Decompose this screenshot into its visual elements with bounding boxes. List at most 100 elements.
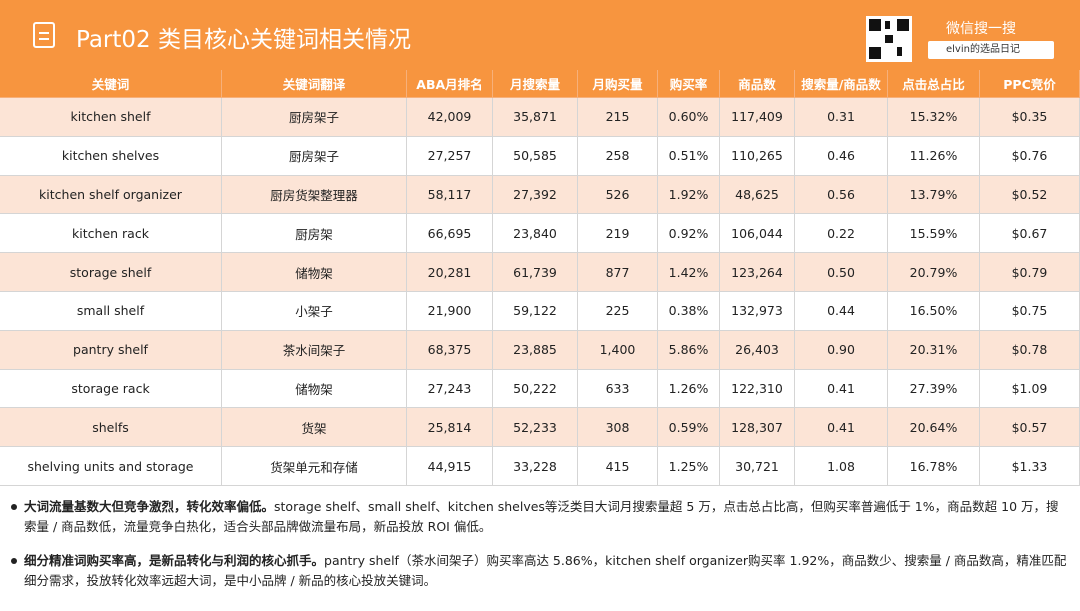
table-cell: $1.33 <box>980 447 1080 486</box>
table-cell: kitchen rack <box>0 214 222 254</box>
table-cell: 27,257 <box>407 136 493 176</box>
table-cell: 0.60% <box>658 98 720 137</box>
table-cell: $0.57 <box>980 408 1080 448</box>
table-row: storage rack 储物架 27,243 50,222 633 1.26% 122,3… <box>0 369 1080 409</box>
table-cell: 5.86% <box>658 330 720 370</box>
table-cell: 44,915 <box>407 447 493 486</box>
table-cell: 15.59% <box>888 214 980 254</box>
table-cell: 货架单元和存储 <box>222 447 407 486</box>
table-cell: 26,403 <box>720 330 795 370</box>
table-cell: kitchen shelves <box>0 136 222 176</box>
column-header: PPC竞价 <box>980 70 1080 98</box>
table-cell: 132,973 <box>720 291 795 331</box>
column-header: 关键词翻译 <box>222 70 407 98</box>
table-cell: 0.31 <box>795 98 888 137</box>
table-cell: $0.52 <box>980 175 1080 215</box>
table-cell: 0.51% <box>658 136 720 176</box>
table-cell: storage rack <box>0 369 222 409</box>
note: 大词流量基数大但竞争激烈，转化效率偏低。storage shelf、small … <box>8 497 1068 537</box>
table-cell: 小架子 <box>222 291 407 331</box>
table-cell: 厨房架子 <box>222 98 407 137</box>
table-cell: 16.50% <box>888 291 980 331</box>
table-cell: 储物架 <box>222 253 407 292</box>
note-bold: 大词流量基数大但竞争激烈，转化效率偏低。 <box>24 499 275 514</box>
table-cell: 厨房架 <box>222 214 407 254</box>
table-cell: 茶水间架子 <box>222 330 407 370</box>
table-cell: 877 <box>578 253 658 292</box>
table-cell: 0.59% <box>658 408 720 448</box>
table-cell: 20.79% <box>888 253 980 292</box>
table-cell: shelving units and storage <box>0 447 222 486</box>
table-cell: 1,400 <box>578 330 658 370</box>
table-cell: 58,117 <box>407 175 493 215</box>
table-cell: $0.75 <box>980 291 1080 331</box>
table-cell: 50,222 <box>493 369 578 409</box>
table-cell: $0.35 <box>980 98 1080 137</box>
table-cell: storage shelf <box>0 253 222 292</box>
table-cell: 0.41 <box>795 369 888 409</box>
table-cell: $0.67 <box>980 214 1080 254</box>
table-cell: 66,695 <box>407 214 493 254</box>
table-cell: 储物架 <box>222 369 407 409</box>
table-cell: 1.25% <box>658 447 720 486</box>
table-cell: 1.08 <box>795 447 888 486</box>
table-cell: 0.22 <box>795 214 888 254</box>
column-header: 月搜索量 <box>493 70 578 98</box>
table-cell: 0.56 <box>795 175 888 215</box>
table-cell: 117,409 <box>720 98 795 137</box>
table-cell: 1.92% <box>658 175 720 215</box>
table-cell: 42,009 <box>407 98 493 137</box>
table-cell: kitchen shelf <box>0 98 222 137</box>
column-header: 搜索量/商品数 <box>795 70 888 98</box>
table: 关键词 关键词翻译 ABA月排名 月搜索量 月购买量 购买率 商品数 搜索量/商品数 点击总占比… <box>0 70 1080 486</box>
table-cell: 415 <box>578 447 658 486</box>
table-cell: 20,281 <box>407 253 493 292</box>
table-cell: 30,721 <box>720 447 795 486</box>
title: Part02 类目核心关键词相关情况 <box>76 27 411 53</box>
table-row: kitchen shelf 厨房架子 42,009 35,871 215 0.60% 117… <box>0 98 1080 137</box>
qr-code <box>866 16 912 62</box>
header-bar: Part02 类目核心关键词相关情况 微信搜一搜 elvin的选品日记 <box>0 0 1080 70</box>
table-cell: 215 <box>578 98 658 137</box>
table-cell: 25,814 <box>407 408 493 448</box>
table-cell: 258 <box>578 136 658 176</box>
table-cell: 35,871 <box>493 98 578 137</box>
table-cell: 货架 <box>222 408 407 448</box>
column-header: 点击总占比 <box>888 70 980 98</box>
table-cell: 15.32% <box>888 98 980 137</box>
table-cell: 13.79% <box>888 175 980 215</box>
table-cell: 厨房架子 <box>222 136 407 176</box>
column-header: 关键词 <box>0 70 222 98</box>
table-cell: 128,307 <box>720 408 795 448</box>
table-row: small shelf 小架子 21,900 59,122 225 0.38% 132,97… <box>0 291 1080 331</box>
table-cell: 1.42% <box>658 253 720 292</box>
table-cell: 20.64% <box>888 408 980 448</box>
table-row: shelving units and storage 货架单元和存储 44,915 3… <box>0 447 1080 486</box>
table-row: pantry shelf 茶水间架子 68,375 23,885 1,400 5.86% 2… <box>0 330 1080 370</box>
table-cell: small shelf <box>0 291 222 331</box>
search-label: 微信搜一搜 <box>946 21 1016 37</box>
table-cell: 21,900 <box>407 291 493 331</box>
note-bold: 细分精准词购买率高，是新品转化与利润的核心抓手。 <box>24 553 325 568</box>
table-cell: 27,243 <box>407 369 493 409</box>
table-cell: 27.39% <box>888 369 980 409</box>
search-box[interactable]: elvin的选品日记 <box>928 41 1054 59</box>
table-cell: 308 <box>578 408 658 448</box>
table-cell: 110,265 <box>720 136 795 176</box>
column-header: 月购买量 <box>578 70 658 98</box>
table-cell: $1.09 <box>980 369 1080 409</box>
table-cell: $0.76 <box>980 136 1080 176</box>
note-text: pantry shelf（茶水间架子）购买率高达 5.86%，kitchen s… <box>24 553 1067 588</box>
table-cell: 123,264 <box>720 253 795 292</box>
header-row: 关键词 关键词翻译 ABA月排名 月搜索量 月购买量 购买率 商品数 搜索量/商品数 点击总占比… <box>0 70 1080 98</box>
table-cell: 633 <box>578 369 658 409</box>
table-row: kitchen shelf organizer 厨房货架整理器 58,117 27,3… <box>0 175 1080 215</box>
table-cell: 122,310 <box>720 369 795 409</box>
table-cell: 1.26% <box>658 369 720 409</box>
table-cell: 0.41 <box>795 408 888 448</box>
column-header: 商品数 <box>720 70 795 98</box>
table-row: kitchen shelves 厨房架子 27,257 50,585 258 0.51% 1… <box>0 136 1080 176</box>
table-cell: 106,044 <box>720 214 795 254</box>
table-cell: 0.38% <box>658 291 720 331</box>
table-cell: 20.31% <box>888 330 980 370</box>
